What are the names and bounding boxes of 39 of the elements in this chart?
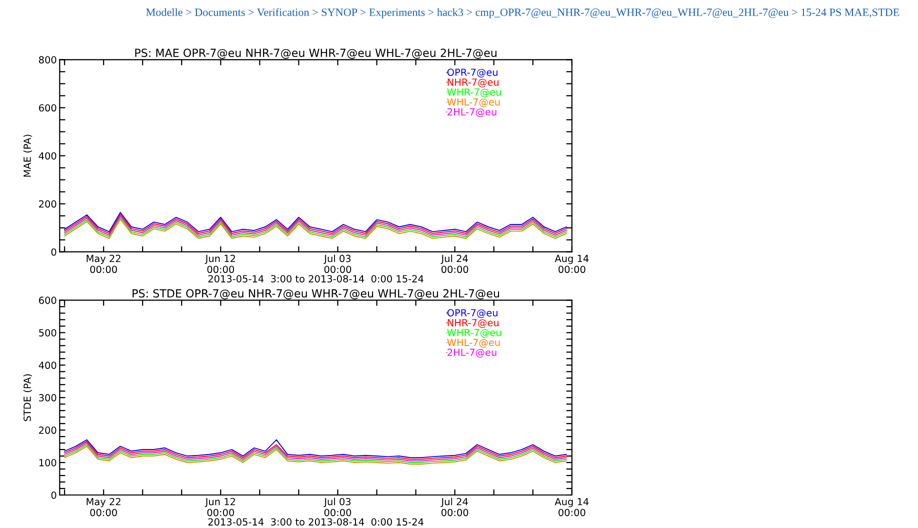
y-tick-label: 0: [51, 248, 56, 256]
chart-title: PS: STDE OPR-7@eu NHR-7@eu WHR-7@eu WHL-7@eu 2HL-7@eu: [132, 289, 500, 300]
legend-label: 2HL-7@eu: [448, 348, 496, 358]
x-tick-label: Jul 03 00:00: [324, 498, 352, 516]
legend-label: WHL-7@eu: [447, 338, 500, 348]
y-tick-label: 100: [39, 459, 56, 466]
y-tick-label: 400: [38, 152, 56, 160]
x-tick-label: May 22 00:00: [86, 498, 120, 516]
legend-label: OPR-7@eu: [447, 68, 498, 78]
x-axis-title: 2013-05-14 3:00 to 2013-08-14 0:00 15-24: [208, 275, 424, 282]
x-tick-label: Jun 12 00:00: [204, 498, 236, 516]
y-axis-title: MAE (PA): [23, 134, 32, 177]
text: Modelle > Documents > Verification > SYNOP > Experiments > hack3 > cmp_OPR-7@eu_NHR-7@eu_WHR-7@eu_WHL-7@eu_2HL-7@eu > 15-24 PS MAE,STDE: [146, 8, 900, 18]
y-tick-label: 200: [39, 426, 56, 434]
x-tick-label: Jun 12 00:00: [204, 254, 236, 274]
legend-label: OPR-7@eu: [447, 309, 498, 318]
y-tick-label: 400: [38, 362, 56, 369]
x-tick-label: Aug 14 00:00: [554, 254, 589, 274]
x-axis-title: 2013-05-14 3:00 to 2013-08-14 0:00 15-24: [208, 518, 424, 526]
legend-label: WHR-7@eu: [447, 88, 501, 98]
legend-label: NHR-7@eu: [448, 78, 498, 88]
y-tick-label: 0: [51, 491, 56, 499]
y-tick-label: 500: [39, 329, 56, 336]
x-tick-label: Jul 24 00:00: [440, 254, 468, 274]
y-tick-label: 800: [38, 56, 56, 64]
legend-label: WHR-7@eu: [447, 329, 501, 338]
x-tick-label: Aug 14 00:00: [554, 498, 589, 516]
legend-label: NHR-7@eu: [448, 319, 498, 328]
x-tick-label: Jul 24 00:00: [440, 498, 468, 516]
y-tick-label: 200: [39, 200, 56, 208]
y-tick-label: 300: [39, 394, 56, 402]
chart-title: PS: MAE OPR-7@eu NHR-7@eu WHR-7@eu WHL-7@eu 2HL-7@eu: [135, 48, 496, 59]
y-tick-label: 600: [39, 104, 56, 112]
x-tick-label: May 22 00:00: [86, 254, 120, 274]
legend-label: 2HL-7@eu: [448, 108, 496, 118]
x-tick-label: Jul 03 00:00: [324, 254, 352, 274]
legend-label: WHL-7@eu: [447, 98, 500, 108]
y-tick-label: 600: [39, 296, 56, 304]
y-axis-title: STDE (PA): [23, 374, 32, 422]
